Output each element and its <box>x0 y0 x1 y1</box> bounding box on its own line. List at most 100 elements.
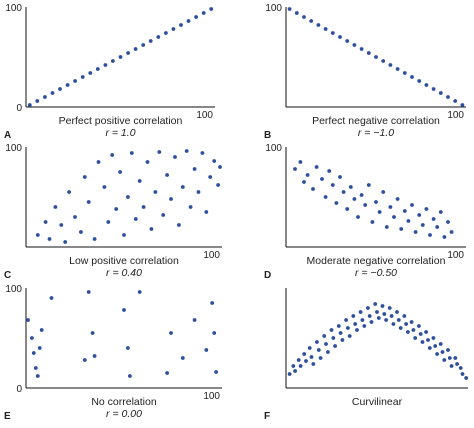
panel-f-point-20 <box>338 331 343 335</box>
panel-c-point-36 <box>192 167 197 171</box>
panel-b-point-23 <box>453 99 458 103</box>
panel-b-point-19 <box>424 83 429 87</box>
panel-c-point-7 <box>73 215 77 219</box>
panel-c-point-39 <box>204 210 209 214</box>
panel-c-point-33 <box>180 185 185 189</box>
panel-e-point-0 <box>26 318 30 322</box>
panel-d-point-2 <box>302 180 306 184</box>
panel-b-point-10 <box>359 47 364 51</box>
panel-a-point-7 <box>80 75 85 79</box>
panel-d-point-31 <box>410 203 414 207</box>
panel-c-point-43 <box>218 165 222 169</box>
panel-c-point-14 <box>106 220 111 224</box>
panel-d-point-24 <box>384 225 389 229</box>
panel-d-point-20 <box>370 220 375 224</box>
panel-d-point-8 <box>327 169 332 173</box>
panel-d-x-tick-max: 100 <box>447 250 464 261</box>
panel-b-r-value: r = −1.0 <box>358 127 394 139</box>
panel-f-point-59 <box>433 344 438 348</box>
panel-a-x-tick-max: 100 <box>196 110 213 121</box>
panel-d-point-34 <box>420 223 425 227</box>
panel-d-point-32 <box>413 230 418 234</box>
panel-b-point-6 <box>330 31 335 35</box>
panel-b-point-1 <box>294 11 299 15</box>
panel-f-point-6 <box>304 359 308 363</box>
panel-b-point-20 <box>431 87 436 91</box>
panel-a-y-tick-max: 100 <box>5 3 22 14</box>
panel-c-point-10 <box>86 200 91 204</box>
panel-d-point-23 <box>381 190 386 194</box>
panel-c-point-16 <box>114 207 119 211</box>
panel-c-caption: Low positive correlation <box>69 255 179 267</box>
panel-b-point-12 <box>374 55 378 59</box>
panel-d-point-11 <box>338 175 342 179</box>
panel-b-caption: Perfect negative correlation <box>312 115 440 127</box>
panel-c-point-27 <box>157 150 162 154</box>
panel-f-point-46 <box>402 314 407 318</box>
panel-a-tick-zero: 0 <box>16 103 22 114</box>
panel-d-point-19 <box>366 183 371 187</box>
panel-c-point-4 <box>59 223 64 227</box>
panel-e-point-21 <box>210 301 215 305</box>
panel-e-point-19 <box>192 318 197 322</box>
panel-f-point-24 <box>347 334 352 338</box>
panel-b-point-11 <box>366 51 371 55</box>
panel-b-point-0 <box>287 7 292 11</box>
panel-f-point-35 <box>375 310 379 314</box>
panel-f-point-58 <box>431 336 436 340</box>
panel-e-point-13 <box>126 346 130 350</box>
panel-d-point-0 <box>293 167 297 171</box>
panel-f-point-48 <box>406 330 410 334</box>
panel-e-point-9 <box>86 290 91 294</box>
panel-c-point-20 <box>129 151 134 155</box>
panel-d-point-4 <box>311 187 315 191</box>
panel-d-point-12 <box>341 190 346 194</box>
panel-f-point-55 <box>424 330 428 334</box>
panel-f-point-53 <box>418 332 423 336</box>
panel-b-y-tick-max: 100 <box>265 3 282 14</box>
panel-f-point-17 <box>331 336 336 340</box>
panel-a-point-0 <box>27 103 32 107</box>
panel-e-r-value: r = 0.00 <box>106 408 142 420</box>
panel-f-point-63 <box>442 358 447 362</box>
panel-d-point-9 <box>330 183 335 187</box>
panel-f-point-54 <box>420 340 425 344</box>
panel-b-point-18 <box>417 79 422 83</box>
panel-c-point-32 <box>177 223 181 227</box>
panel-f-point-49 <box>409 320 414 324</box>
panel-f-point-47 <box>404 322 408 326</box>
panel-f-point-1 <box>291 364 296 368</box>
panel-b-point-21 <box>438 91 443 95</box>
panel-c-point-42 <box>216 183 221 187</box>
panel-c-point-17 <box>118 170 122 174</box>
panel-d-caption: Moderate negative correlation <box>307 255 446 267</box>
panel-b-point-7 <box>338 35 342 39</box>
panel-f-caption: Curvilinear <box>352 396 403 408</box>
panel-d-point-13 <box>345 207 350 211</box>
panel-a-point-14 <box>133 47 138 51</box>
panel-e-y-tick-max: 100 <box>5 284 22 295</box>
panel-f-point-36 <box>376 316 381 320</box>
panel-b-point-9 <box>352 43 357 47</box>
panel-c-point-18 <box>122 233 126 237</box>
panel-f-point-13 <box>322 334 327 338</box>
panel-f-point-40 <box>387 306 392 310</box>
panel-f-point-37 <box>380 304 385 308</box>
panel-f-point-19 <box>336 324 341 328</box>
panel-c-point-37 <box>196 190 201 194</box>
panel-c-point-19 <box>126 195 130 199</box>
panel-b-letter: B <box>264 130 271 141</box>
panel-a-point-4 <box>58 87 62 91</box>
panel-f-point-30 <box>362 324 367 328</box>
panel-f-point-42 <box>391 322 396 326</box>
panel-f-point-22 <box>344 318 348 322</box>
panel-c-point-9 <box>82 175 87 179</box>
panel-f-point-8 <box>309 355 314 359</box>
panel-e-x-tick-max: 100 <box>203 391 220 402</box>
panel-c-r-value: r = 0.40 <box>106 267 142 279</box>
panel-d-r-value: r = −0.50 <box>355 267 397 279</box>
panel-c-point-0 <box>35 233 40 237</box>
panel-f-point-69 <box>458 366 463 370</box>
panel-e-point-17 <box>169 331 173 335</box>
panel-c-point-8 <box>79 230 83 234</box>
